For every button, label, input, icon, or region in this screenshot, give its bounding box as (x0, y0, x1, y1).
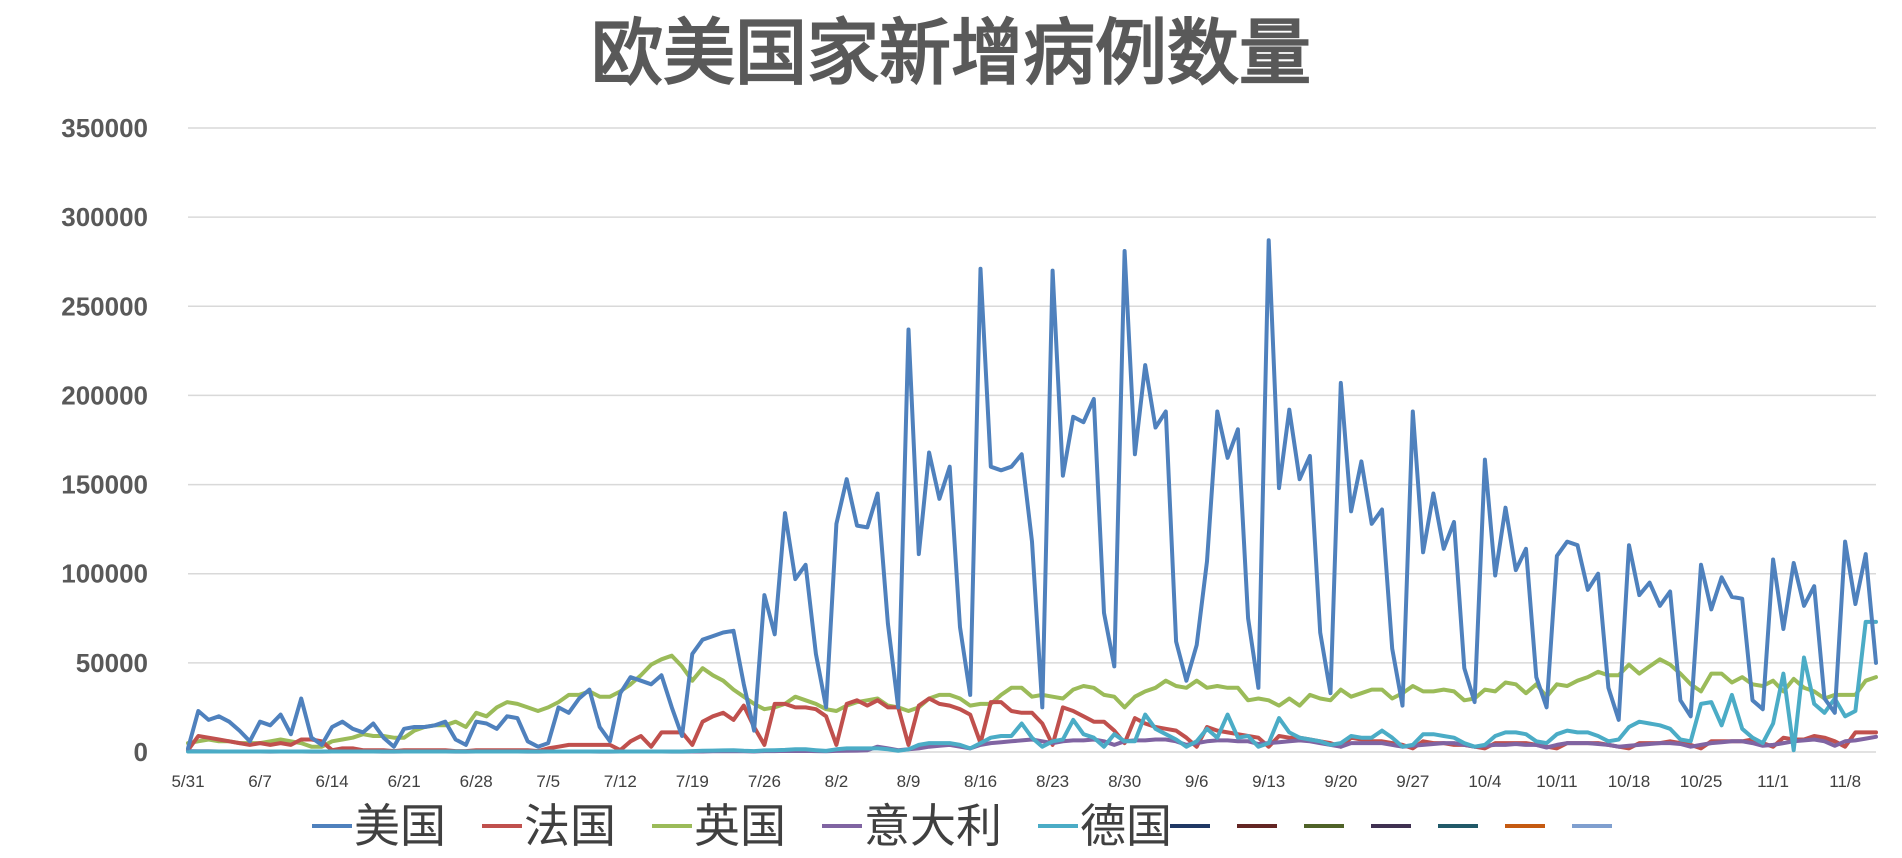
x-tick-label: 8/30 (1108, 772, 1141, 791)
y-tick-label: 50000 (76, 648, 148, 678)
x-tick-label: 10/25 (1680, 772, 1723, 791)
series-line (186, 653, 1878, 749)
y-tick-label: 300000 (61, 202, 148, 232)
x-tick-label: 6/28 (460, 772, 493, 791)
series-line (186, 619, 1878, 754)
x-tick-label: 7/26 (748, 772, 781, 791)
y-tick-label: 0 (134, 737, 148, 767)
x-tick-label: 10/18 (1608, 772, 1651, 791)
y-tick-label: 250000 (61, 291, 148, 321)
x-axis-ticks: 5/31 6/7 6/14 6/21 6/28 7/5 7/12 7/19 7/26 8/2 8/9… (171, 772, 1861, 791)
x-tick-label: 8/23 (1036, 772, 1069, 791)
y-tick-label: 100000 (61, 559, 148, 589)
x-tick-label: 10/4 (1468, 772, 1501, 791)
x-tick-label: 9/20 (1324, 772, 1357, 791)
x-tick-label: 10/11 (1536, 772, 1577, 791)
chart-title: 欧美国家新增病例数量 (591, 11, 1311, 95)
series-line (186, 238, 1878, 751)
x-tick-label: 8/16 (964, 772, 997, 791)
x-tick-label: 11/8 (1829, 772, 1861, 791)
legend-label: 美国 (354, 799, 446, 853)
series-lines (186, 238, 1878, 754)
x-tick-label: 6/14 (316, 772, 349, 791)
legend-label: 英国 (694, 799, 786, 853)
x-tick-label: 8/2 (825, 772, 849, 791)
x-tick-label: 8/9 (897, 772, 921, 791)
x-tick-label: 6/7 (248, 772, 272, 791)
legend-label: 意大利 (864, 799, 1002, 853)
x-tick-label: 6/21 (388, 772, 421, 791)
y-axis-ticks: 0 50000 100000 150000 200000 250000 300000 3500… (61, 113, 148, 767)
x-tick-label: 9/13 (1252, 772, 1285, 791)
y-tick-label: 350000 (61, 113, 148, 143)
legend-label: 德国 (1080, 799, 1172, 853)
x-tick-label: 9/27 (1396, 772, 1429, 791)
y-tick-label: 150000 (61, 470, 148, 500)
x-tick-label: 7/5 (536, 772, 560, 791)
x-tick-label: 5/31 (171, 772, 204, 791)
x-tick-label: 9/6 (1185, 772, 1209, 791)
x-tick-label: 7/19 (676, 772, 709, 791)
x-tick-label: 11/1 (1757, 772, 1789, 791)
legend-label: 法国 (524, 799, 616, 853)
x-tick-label: 7/12 (604, 772, 637, 791)
legend: 美国 法国 英国 意大利 德国 (312, 799, 1612, 853)
y-tick-label: 200000 (61, 380, 148, 410)
